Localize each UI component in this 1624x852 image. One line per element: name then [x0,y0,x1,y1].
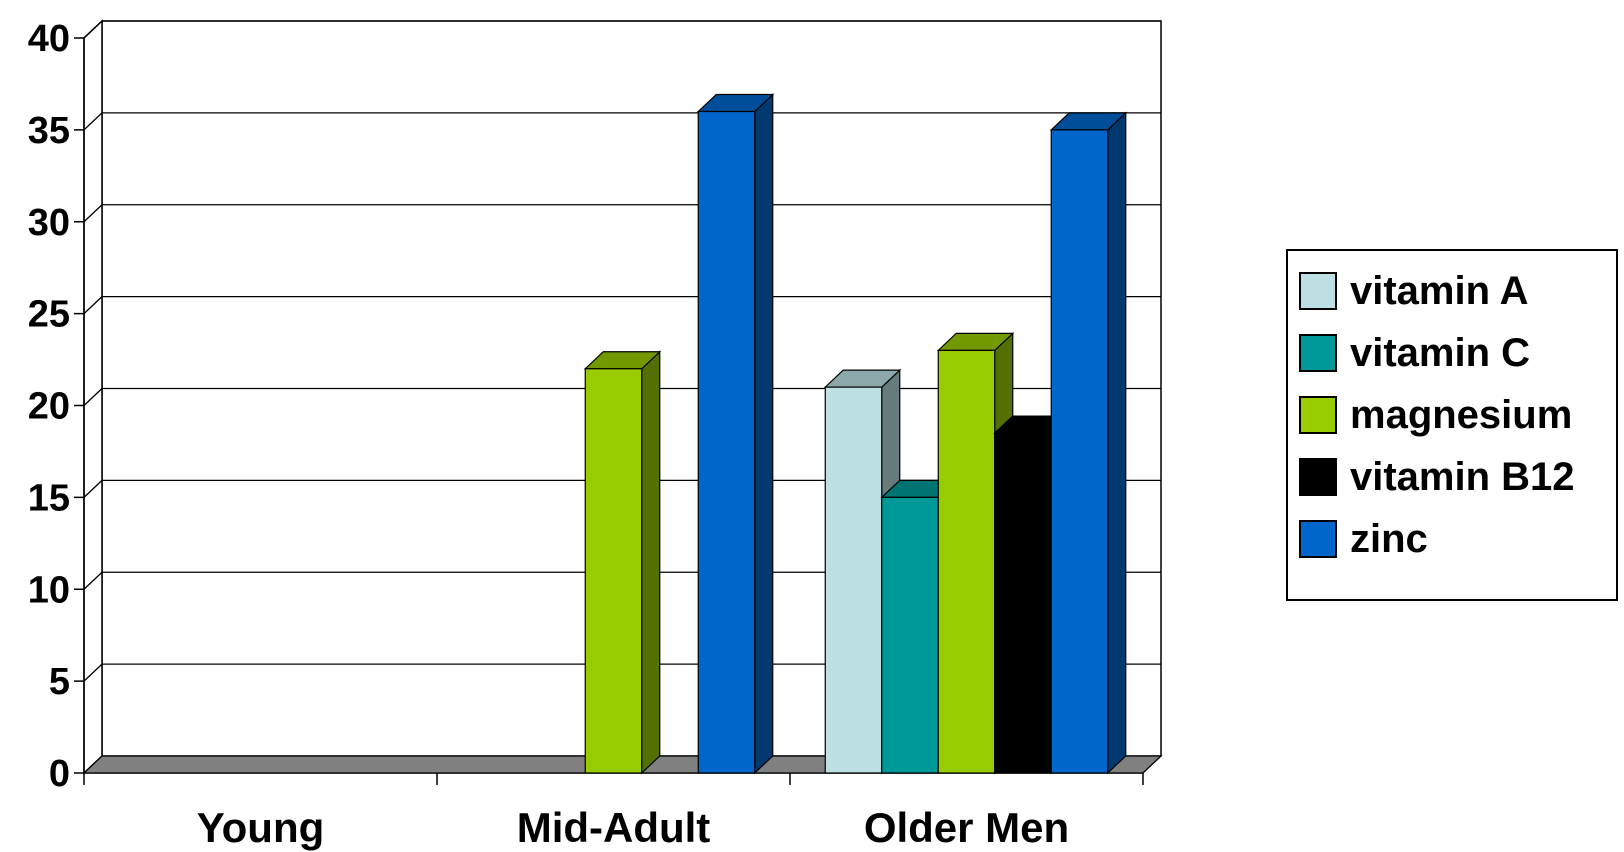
legend-swatch [1299,272,1337,310]
y-tick-label: 40 [28,18,70,60]
y-tick-label: 0 [49,753,70,795]
y-tick-label: 15 [28,477,70,519]
legend-swatch [1299,334,1337,372]
gridline-side [83,296,103,315]
bar-front [584,368,643,774]
gridline-side [83,388,103,406]
bar [1049,111,1128,775]
y-tick-labels: 0 5 10 15 20 25 30 35 40 [28,18,70,795]
bar-front [937,349,996,774]
gridline-side [83,663,103,682]
bar-side [1107,111,1127,775]
legend-swatch [1299,396,1337,434]
legend-label: vitamin B12 [1350,455,1575,499]
bar-side [641,350,661,775]
y-tick-label: 20 [28,386,70,428]
bar [583,350,662,775]
bar-front [994,432,1052,774]
legend: vitamin A vitamin C magnesium vitamin B12 zi… [1286,249,1618,601]
y-tick-label: 35 [28,110,70,152]
legend-label: vitamin C [1350,331,1530,375]
y-tick-label: 25 [28,294,70,336]
legend-label: vitamin A [1350,269,1529,313]
bar-front [881,496,939,774]
y-tick-label: 10 [28,569,70,611]
gridline-side [83,112,103,131]
bar-front [824,386,883,774]
legend-box [1286,249,1618,601]
x-category-label: Older Men [864,804,1069,851]
legend-swatch [1299,520,1337,558]
gridline-side [83,20,103,39]
gridline-side [83,479,103,498]
y-tick-label: 30 [28,202,70,244]
bar-side [754,93,774,775]
bars [583,93,1128,775]
legend-swatch [1299,458,1337,496]
legend-label: magnesium [1350,393,1572,437]
gridline-side [83,571,103,590]
bar-front [1050,129,1109,774]
bar [696,93,775,775]
x-category-labels: Young Mid-Adult Older Men [197,804,1069,851]
legend-label: zinc [1350,517,1428,561]
y-tick-label: 5 [49,661,70,703]
gridline-side [83,204,103,223]
x-category-label: Young [197,804,325,851]
x-category-label: Mid-Adult [517,804,711,851]
bar-front [697,110,756,774]
